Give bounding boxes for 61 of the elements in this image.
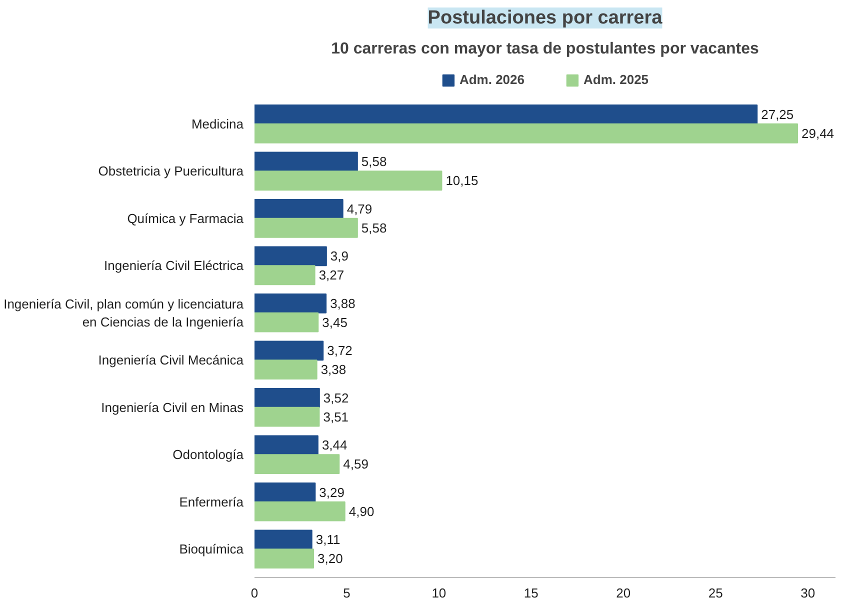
chart-subtitle: 10 carreras con mayor tasa de postulantes por vacantes [331,40,759,58]
data-label: 3,51 [323,409,349,424]
data-label: 5,58 [361,154,387,170]
bar [254,170,442,191]
bar [254,152,358,172]
data-label: 3,9 [330,248,349,264]
data-label: 27,25 [761,106,794,122]
data-label: 3,29 [319,484,344,500]
data-label: 5,58 [361,220,387,236]
y-tick-label: Ingeniería Civil en Minas [101,400,244,415]
data-label: 3,11 [316,532,340,548]
x-tick-label: 25 [708,586,723,600]
x-tick-label: 15 [524,586,538,600]
y-tick-label: Enfermería [179,494,244,510]
bar [254,482,316,502]
chart-title: Postulaciones por carrera [428,8,663,28]
bar [254,388,320,408]
data-label: 3,38 [320,362,346,378]
bar [254,530,312,550]
bar [254,435,318,456]
x-tick-label: 0 [250,586,258,600]
y-tick-label: Ingeniería Civil, plan común y licenciatura en Ciencias de la Ingeniería [4,296,244,330]
data-label: 3,27 [318,268,344,283]
data-label: 10,15 [446,173,478,188]
data-label: 3,45 [322,314,348,330]
data-label: 4,59 [343,456,368,472]
bar [254,340,324,361]
x-tick-label: 30 [800,586,816,600]
data-label: 4,79 [346,201,372,216]
bar [254,246,327,266]
x-tick-label: 5 [343,586,350,600]
bar [254,104,758,124]
data-label: 29,44 [802,126,834,141]
bar [254,501,346,522]
bar [254,294,327,314]
y-tick-label: Bioquímica [179,542,244,557]
data-label: 3,44 [322,438,348,453]
y-tick-label: Química y Farmacia [127,210,244,226]
data-label: 3,20 [318,551,343,566]
bar [254,218,358,238]
y-tick-label: Obstetricia y Puericultura [98,164,244,179]
bar [254,265,316,286]
bar [254,406,320,427]
bar [254,123,798,144]
legend-label: Adm. 2026 [459,72,524,87]
data-label: 4,90 [348,504,374,519]
x-tick-label: 20 [616,586,631,600]
bar [254,454,340,474]
legend-label: Adm. 2025 [584,72,649,87]
x-tick-label: 10 [432,586,446,600]
y-tick-label: Ingeniería Civil Mecánica [98,352,244,368]
bar [254,548,314,569]
y-tick-label: Ingeniería Civil Eléctrica [104,258,244,274]
data-label: 3,52 [323,390,349,406]
data-label: 3,88 [330,296,356,311]
bar [254,312,319,332]
bar [254,360,318,380]
y-tick-label: Medicina [191,116,244,132]
y-tick-label: Odontología [172,447,244,462]
bar [254,199,344,219]
data-label: 3,72 [327,343,352,358]
